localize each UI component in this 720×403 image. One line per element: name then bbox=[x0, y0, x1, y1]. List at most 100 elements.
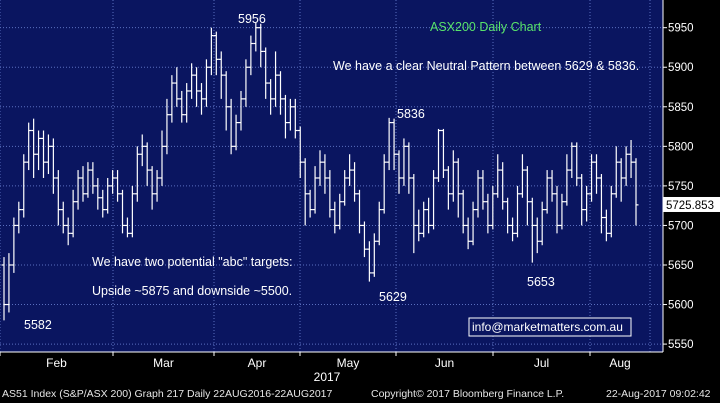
ohlc-bar bbox=[357, 189, 362, 234]
x-month-label: Apr bbox=[248, 356, 267, 370]
footer-copyright: Copyright© 2017 Bloomberg Finance L.P. bbox=[371, 388, 565, 400]
ohlc-bar bbox=[426, 197, 432, 234]
ohlc-bar bbox=[90, 162, 96, 194]
ohlc-bar bbox=[386, 117, 392, 171]
last-price-marker: 5725.853 bbox=[663, 196, 720, 212]
ohlc-bar bbox=[55, 170, 61, 226]
ohlc-bar bbox=[70, 189, 76, 238]
ohlc-bar bbox=[371, 233, 377, 277]
ohlc-bar bbox=[608, 185, 614, 238]
ohlc-bar bbox=[164, 98, 170, 155]
ohlc-bar bbox=[203, 59, 209, 107]
ohlc-bar bbox=[505, 197, 511, 234]
ohlc-bar bbox=[376, 201, 382, 246]
ohlc-bar bbox=[539, 201, 545, 246]
ohlc-bar bbox=[243, 59, 249, 107]
ohlc-bar bbox=[623, 146, 629, 186]
y-tick-label: 5800 bbox=[668, 141, 694, 153]
ohlc-bar bbox=[510, 217, 516, 242]
ohlc-bar bbox=[95, 177, 101, 210]
ohlc-bar bbox=[100, 189, 106, 218]
ohlc-bar bbox=[564, 154, 570, 206]
ohlc-bar bbox=[302, 158, 308, 226]
y-tick-label: 5750 bbox=[668, 181, 694, 193]
chart-title: ASX200 Daily Chart bbox=[430, 20, 542, 34]
ohlc-bar bbox=[342, 170, 348, 206]
ohlc-bar bbox=[485, 193, 491, 234]
ohlc-bar bbox=[278, 71, 283, 115]
y-tick-label: 5900 bbox=[668, 62, 694, 74]
ohlc-bar bbox=[445, 166, 451, 210]
y-tick-label: 5650 bbox=[668, 260, 694, 272]
ohlc-bar bbox=[144, 142, 150, 186]
ohlc-bar bbox=[574, 142, 580, 186]
ohlc-bar bbox=[534, 217, 540, 254]
ohlc-bar bbox=[273, 51, 279, 107]
x-month-label: Feb bbox=[46, 356, 67, 370]
y-tick-label: 5850 bbox=[668, 102, 694, 114]
ohlc-bar bbox=[465, 217, 471, 250]
y-tick-label: 5550 bbox=[668, 339, 694, 351]
ohlc-bar bbox=[16, 201, 22, 234]
time-axis: Feb Mar Apr May Jun Jul Aug 2017 bbox=[0, 351, 663, 384]
ohlc-bar bbox=[633, 158, 639, 226]
ohlc-bar bbox=[559, 193, 565, 230]
ohlc-bar bbox=[282, 94, 288, 139]
x-year-label: 2017 bbox=[314, 370, 341, 384]
ohlc-bar bbox=[6, 253, 12, 313]
price-label-5653: 5653 bbox=[527, 275, 555, 289]
abc-targets-title: We have two potential "abc" targets: bbox=[92, 255, 292, 269]
ohlc-bar bbox=[352, 162, 358, 202]
contact-box[interactable]: info@marketmatters.com.au bbox=[468, 317, 632, 337]
ohlc-bar bbox=[292, 98, 298, 139]
price-label-5629: 5629 bbox=[379, 290, 407, 304]
ohlc-bar bbox=[189, 63, 195, 99]
ohlc-bar bbox=[199, 83, 204, 115]
footer-timestamp: 22-Aug-2017 09:02:42 bbox=[606, 388, 711, 400]
footer-security-info: AS51 Index (S&P/ASX 200) Graph 217 Daily… bbox=[2, 388, 333, 400]
ohlc-bar bbox=[569, 142, 575, 178]
ohlc-bar bbox=[347, 154, 353, 186]
ohlc-bar bbox=[149, 166, 155, 210]
ohlc-bar bbox=[598, 174, 604, 234]
ohlc-bar bbox=[322, 154, 328, 194]
ohlc-bar bbox=[50, 138, 56, 194]
ohlc-bar bbox=[26, 122, 32, 171]
ohlc-bar bbox=[115, 170, 121, 202]
ohlc-bar bbox=[554, 185, 560, 234]
ohlc-bar bbox=[381, 154, 387, 214]
ohlc-bar bbox=[584, 185, 590, 222]
ohlc-bar bbox=[154, 170, 160, 202]
contact-email[interactable]: info@marketmatters.com.au bbox=[472, 320, 623, 334]
ohlc-bar bbox=[440, 128, 446, 178]
ohlc-bar bbox=[75, 170, 81, 210]
ohlc-bar bbox=[312, 166, 318, 214]
ohlc-bar bbox=[460, 189, 466, 234]
x-month-label: Jul bbox=[534, 356, 549, 370]
x-month-label: Aug bbox=[609, 356, 630, 370]
ohlc-bar bbox=[406, 142, 412, 194]
status-footer: AS51 Index (S&P/ASX 200) Graph 217 Daily… bbox=[0, 385, 720, 403]
price-axis: 5550 5600 5650 5700 5750 5800 5850 5900 5950 bbox=[662, 0, 694, 352]
ohlc-bar bbox=[36, 130, 42, 171]
ohlc-bar bbox=[179, 90, 185, 123]
ohlc-bar bbox=[475, 170, 481, 218]
ohlc-bar bbox=[208, 27, 214, 76]
ohlc-bar bbox=[470, 201, 476, 246]
ohlc-bar bbox=[253, 22, 259, 52]
ohlc-bar bbox=[391, 118, 397, 171]
ohlc-bar bbox=[317, 150, 323, 186]
ohlc-bar bbox=[361, 221, 367, 258]
ohlc-bar bbox=[287, 98, 293, 131]
ohlc-bar bbox=[258, 23, 264, 68]
ohlc-bar bbox=[85, 162, 91, 198]
x-month-label: May bbox=[337, 356, 360, 370]
neutral-pattern-note: We have a clear Neutral Pattern between … bbox=[333, 59, 639, 73]
price-label-5582: 5582 bbox=[24, 318, 52, 332]
ohlc-bar bbox=[80, 166, 86, 202]
ohlc-bar bbox=[411, 174, 417, 254]
plot-area bbox=[0, 0, 663, 352]
ohlc-bar bbox=[401, 138, 407, 186]
ohlc-bar bbox=[41, 130, 46, 178]
ohlc-bar bbox=[589, 154, 595, 202]
